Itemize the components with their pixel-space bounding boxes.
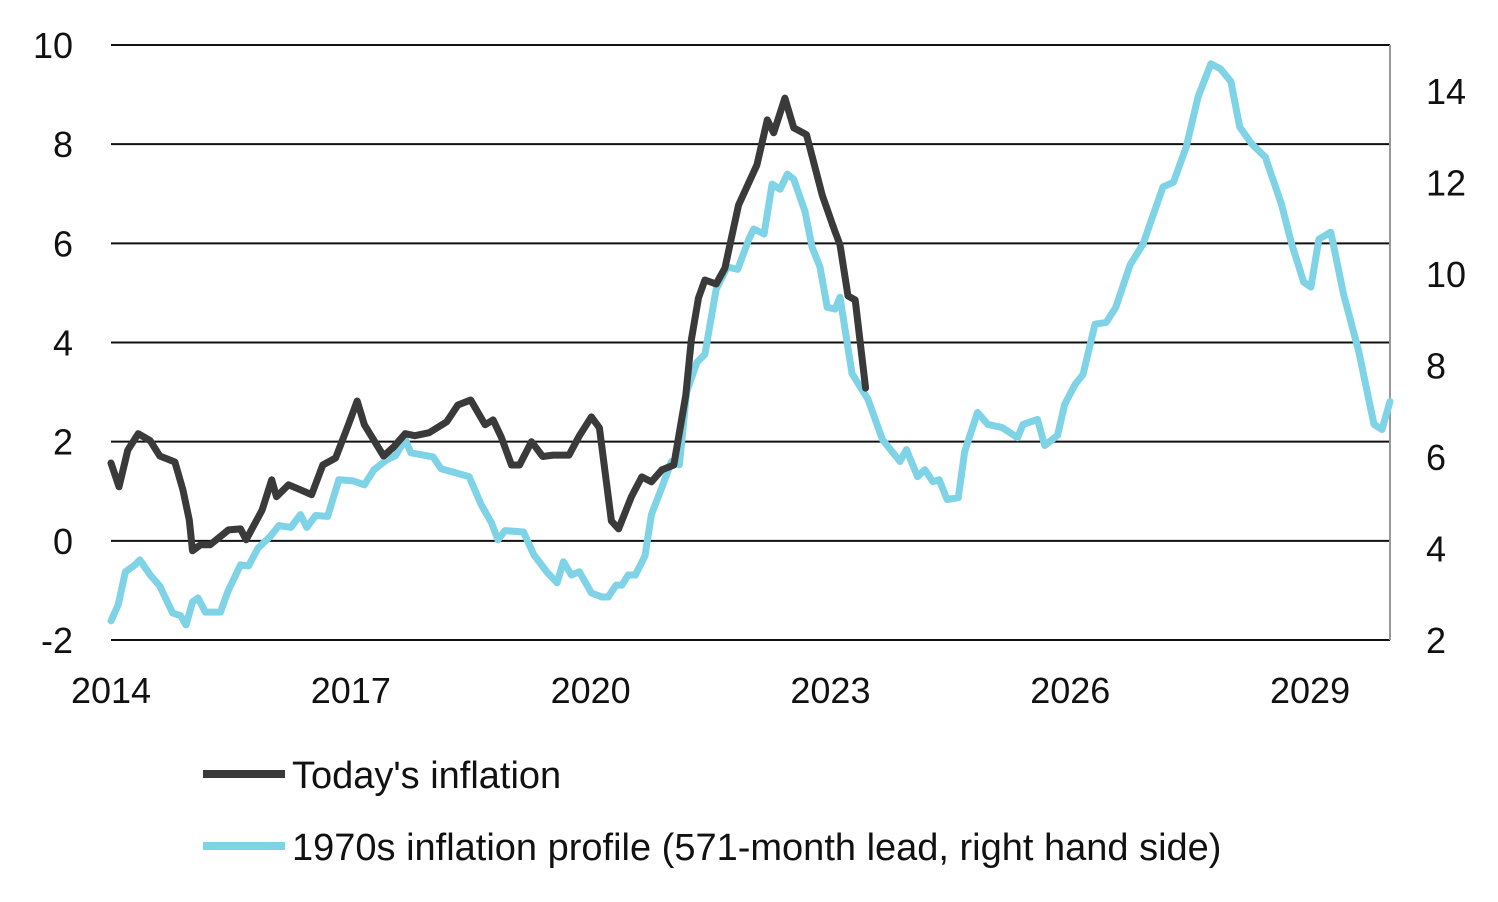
legend: Today's inflation 1970s inflation profil… [203,755,1221,869]
x-tick-label: 2020 [551,670,631,711]
x-tick-label: 2017 [311,670,391,711]
y-axis-left-labels: 10 8 6 4 2 0 -2 [33,25,73,661]
x-tick-label: 2014 [71,670,151,711]
y-tick-label-right: 10 [1426,254,1466,295]
y-axis-right-labels: 14 12 10 8 6 4 2 [1426,71,1466,661]
legend-label-todays-inflation: Today's inflation [292,755,561,797]
y-tick-label-left: 6 [53,223,73,264]
y-tick-label-left: 4 [53,323,73,364]
y-tick-label-right: 2 [1426,620,1446,661]
y-tick-label-left: 2 [53,422,73,463]
x-tick-label: 2023 [790,670,870,711]
y-tick-label-right: 14 [1426,71,1466,112]
series-lines [107,60,1394,629]
gridlines [111,44,1390,641]
y-tick-label-left: 10 [33,25,73,66]
y-tick-label-left: 0 [53,521,73,562]
y-tick-label-left: 8 [53,124,73,165]
legend-label-1970s-inflation: 1970s inflation profile (571-month lead,… [292,827,1221,869]
x-tick-label: 2029 [1270,670,1350,711]
x-tick-label: 2026 [1030,670,1110,711]
y-tick-label-right: 4 [1426,528,1446,569]
y-tick-label-left: -2 [41,620,73,661]
y-tick-label-right: 6 [1426,437,1446,478]
series-line-todays-inflation [107,94,870,555]
y-tick-label-right: 12 [1426,162,1466,203]
x-axis-labels: 2014 2017 2020 2023 2026 2029 [71,670,1350,711]
y-tick-label-right: 8 [1426,345,1446,386]
